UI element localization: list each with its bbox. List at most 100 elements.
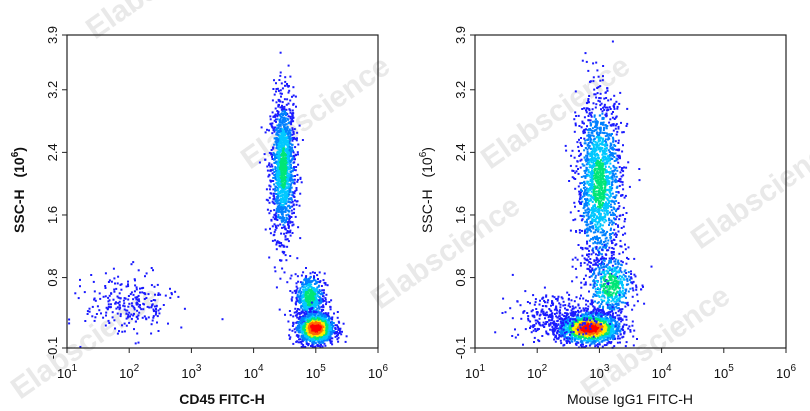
event-dot: [317, 332, 320, 335]
event-dot: [314, 297, 317, 300]
event-dot: [588, 249, 590, 252]
event-dot: [286, 193, 288, 196]
event-dot: [595, 190, 598, 193]
event-dot: [119, 283, 122, 286]
event-dot: [607, 177, 610, 180]
event-dot: [600, 162, 603, 165]
event-dot: [282, 141, 285, 144]
event-dot: [299, 237, 302, 240]
event-dot: [608, 134, 611, 137]
event-dot: [312, 287, 315, 289]
event-dot: [317, 310, 320, 313]
event-dot: [314, 345, 317, 348]
event-dot: [606, 162, 609, 164]
event-dot: [114, 327, 116, 330]
event-dot: [271, 172, 274, 175]
event-dot: [601, 261, 603, 264]
event-dot: [332, 331, 335, 334]
event-dot: [113, 290, 116, 293]
event-dot: [270, 163, 273, 166]
event-dot: [313, 332, 316, 335]
x-tick-base: 10: [368, 366, 382, 381]
event-dot: [139, 291, 141, 294]
x-tick-label: 101: [57, 363, 77, 381]
event-dot: [152, 316, 155, 319]
event-dot: [285, 220, 287, 223]
event-dot: [269, 185, 272, 188]
event-dot: [585, 159, 587, 162]
event-dot: [583, 149, 586, 152]
event-dot: [279, 92, 282, 95]
event-dot: [288, 132, 290, 135]
event-dot: [305, 303, 308, 306]
event-dot: [287, 227, 290, 229]
event-dot: [280, 200, 282, 203]
y-axis-label-exp: 6: [10, 151, 21, 157]
event-dot: [596, 221, 599, 224]
event-dot: [618, 148, 621, 151]
event-dot: [598, 202, 600, 205]
event-dot: [289, 115, 292, 118]
event-dot: [296, 180, 299, 183]
event-dot: [585, 214, 588, 217]
x-tick-exp: 1: [71, 363, 77, 374]
event-dot: [68, 322, 71, 325]
event-dot: [291, 118, 294, 121]
event-dot: [127, 313, 130, 316]
event-dot: [310, 301, 313, 304]
event-dot: [277, 204, 280, 207]
event-dot: [589, 226, 592, 228]
event-dot: [308, 317, 311, 320]
event-dot: [134, 296, 137, 299]
event-dot: [615, 115, 618, 118]
event-dot: [322, 337, 325, 340]
event-dot: [611, 232, 614, 234]
event-dot: [269, 118, 272, 121]
event-dot: [613, 201, 616, 204]
event-dot: [586, 253, 589, 256]
event-dot: [293, 311, 296, 314]
event-dot: [590, 190, 593, 193]
event-dot: [157, 309, 160, 312]
event-dot: [288, 218, 291, 221]
event-dot: [624, 232, 627, 235]
event-dot: [622, 188, 625, 191]
event-dot: [613, 107, 616, 110]
event-dot: [599, 148, 602, 151]
event-dot: [287, 159, 290, 162]
event-dot: [286, 146, 289, 149]
event-dot: [270, 192, 273, 195]
event-dot: [586, 134, 589, 137]
event-dot: [137, 305, 140, 308]
event-dot: [604, 156, 607, 159]
event-dot: [593, 235, 596, 238]
event-dot: [599, 225, 602, 228]
event-dot: [286, 183, 289, 186]
event-dot: [158, 312, 161, 315]
event-dot: [601, 203, 604, 206]
event-dot: [135, 286, 138, 289]
event-dot: [585, 231, 588, 234]
event-dot: [606, 134, 609, 137]
event-dot: [606, 125, 609, 127]
event-dot: [575, 115, 578, 117]
event-dot: [275, 201, 278, 204]
event-dot: [280, 175, 283, 178]
event-dot: [593, 194, 596, 197]
event-dot: [605, 141, 608, 144]
event-dot: [612, 206, 615, 209]
event-dot: [587, 180, 590, 183]
event-dot: [605, 208, 608, 211]
event-dot: [603, 105, 606, 108]
event-dot: [299, 295, 302, 298]
event-dot: [331, 316, 334, 319]
event-dot: [272, 147, 275, 150]
watermark-layer: Elabscience Elabscience Elabscience Elab…: [5, 0, 810, 406]
event-dot: [322, 322, 325, 325]
event-dot: [294, 158, 296, 161]
event-dot: [127, 298, 130, 301]
event-dot: [602, 174, 604, 177]
event-dot: [272, 176, 275, 179]
event-dot: [123, 308, 126, 311]
event-dot: [321, 313, 324, 316]
